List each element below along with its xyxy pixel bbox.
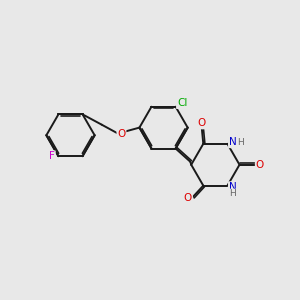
Text: F: F: [49, 151, 55, 161]
Text: H: H: [237, 138, 244, 147]
Text: N: N: [229, 137, 237, 147]
Text: O: O: [198, 118, 206, 128]
Text: O: O: [117, 128, 126, 139]
Text: O: O: [256, 160, 264, 170]
Text: H: H: [230, 189, 236, 198]
Text: Cl: Cl: [177, 98, 187, 108]
Text: O: O: [184, 193, 192, 203]
Text: N: N: [229, 182, 237, 192]
